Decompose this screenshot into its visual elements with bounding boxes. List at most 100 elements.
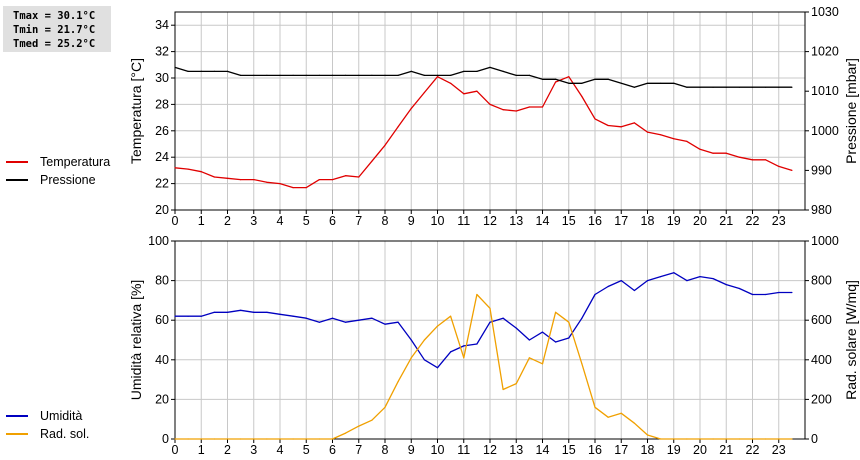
bottom-series-rad-sol-point-8 — [279, 438, 281, 440]
bottom-series-rad-sol-point-44 — [751, 438, 754, 440]
bottom-ytick-label-right-1: 200 — [811, 392, 832, 406]
top-ytick-label-right-3: 1010 — [811, 84, 839, 98]
bottom-series-rad-sol-point-21 — [450, 315, 452, 317]
bottom-series-rad-sol-point-3 — [213, 438, 215, 440]
bottom-series-umidit-point-29 — [555, 341, 557, 343]
bottom-series-umidit-point-24 — [489, 321, 491, 323]
bottom-xtick-label-3: 3 — [250, 443, 257, 457]
top-xtick-label-10: 10 — [431, 214, 445, 228]
top-series-temperatura-point-34 — [620, 126, 622, 128]
bottom-xtick-label-22: 22 — [746, 443, 760, 457]
legend-swatch-temperatura — [6, 161, 28, 163]
top-series-temperatura-point-21 — [450, 82, 452, 84]
tmax-label: Tmax = 30.1°C — [13, 10, 96, 22]
bottom-series-umidit-point-22 — [463, 345, 465, 347]
top-xtick-label-22: 22 — [746, 214, 760, 228]
bottom-series-umidit-point-5 — [240, 309, 242, 311]
bottom-xtick-label-18: 18 — [641, 443, 655, 457]
top-series-temperatura-point-5 — [240, 179, 242, 181]
top-series-temperatura-point-28 — [541, 106, 544, 108]
bottom-series-rad-sol-point-43 — [738, 438, 741, 440]
top-series-pressione-point-2 — [200, 70, 202, 72]
top-xtick-label-13: 13 — [509, 214, 523, 228]
bottom-xtick-label-17: 17 — [614, 443, 628, 457]
top-series-pressione-point-45 — [765, 86, 767, 88]
bottom-xtick-label-6: 6 — [329, 443, 336, 457]
top-ytick-label-left-7: 34 — [155, 18, 169, 32]
top-series-temperatura-point-9 — [292, 187, 294, 189]
top-series-pressione-point-8 — [279, 74, 281, 76]
bottom-xtick-label-16: 16 — [588, 443, 602, 457]
bottom-series-umidit-point-46 — [778, 291, 780, 294]
bottom-plot-frame — [174, 240, 806, 440]
bottom-series-rad-sol-point-47 — [791, 438, 793, 440]
top-series-pressione-point-9 — [292, 74, 294, 76]
top-ytick-label-left-3: 26 — [155, 124, 169, 138]
bottom-series-umidit-point-41 — [712, 278, 714, 280]
top-ytick-label-right-5: 1030 — [811, 5, 839, 19]
top-ytick-label-left-6: 32 — [155, 45, 169, 59]
top-xtick-label-9: 9 — [408, 214, 415, 228]
legend-label-temperatura: Temperatura — [40, 155, 111, 169]
top-xtick-label-11: 11 — [457, 214, 470, 228]
top-xtick-label-5: 5 — [303, 214, 310, 228]
bottom-series-rad-sol-point-35 — [633, 422, 636, 424]
bottom-xtick-label-14: 14 — [536, 443, 550, 457]
top-series-temperatura-line — [174, 76, 793, 189]
top-series-temperatura-point-18 — [410, 107, 412, 109]
bottom-xtick-label-13: 13 — [509, 443, 523, 457]
top-series-temperatura-point-38 — [673, 138, 675, 140]
top-series-pressione-point-4 — [226, 70, 229, 72]
top-series-pressione-line — [174, 66, 792, 88]
top-ytick-label-left-5: 30 — [155, 71, 169, 85]
bottom-xtick-label-2: 2 — [224, 443, 231, 457]
legend-swatch-pressione — [6, 179, 28, 181]
bottom-series-rad-sol-point-13 — [345, 432, 347, 434]
bottom-series-umidit-point-21 — [450, 351, 452, 353]
bottom-ytick-label-left-0: 0 — [162, 432, 169, 446]
bottom-ytick-label-right-3: 600 — [811, 313, 832, 327]
legend-label-pressione: Pressione — [40, 173, 96, 187]
top-series-temperatura-point-11 — [318, 179, 320, 181]
bottom-series-umidit-point-27 — [528, 339, 531, 341]
bottom-series-rad-sol-point-4 — [226, 438, 229, 440]
top-series-pressione-point-44 — [751, 86, 754, 88]
bottom-series-rad-sol-point-38 — [673, 438, 675, 440]
top-series-pressione-point-20 — [436, 74, 439, 76]
bottom-series-rad-sol-point-24 — [489, 307, 491, 309]
top-series-temperatura-point-23 — [476, 90, 478, 92]
bottom-series-umidit-point-6 — [253, 311, 255, 313]
legend-swatch-rad-sol — [6, 433, 28, 435]
bottom-xtick-label-21: 21 — [719, 443, 733, 457]
bottom-series-umidit-point-20 — [436, 367, 439, 369]
top-series-temperatura-point-47 — [791, 169, 793, 171]
top-ylabel-left: Temperatura [°C] — [128, 58, 144, 164]
bottom-series-umidit-point-38 — [673, 272, 675, 274]
top-series-temperatura-point-26 — [515, 110, 517, 112]
top-series-temperatura-point-10 — [305, 187, 307, 189]
top-series-temperatura-point-35 — [633, 122, 636, 124]
bottom-ytick-label-left-2: 40 — [155, 353, 169, 367]
top-series-pressione-point-22 — [463, 70, 465, 72]
bottom-series-umidit-point-23 — [476, 343, 478, 345]
bottom-series-umidit-point-37 — [660, 276, 662, 278]
bottom-series-rad-sol-point-25 — [502, 388, 504, 391]
top-series-pressione-point-5 — [240, 74, 242, 76]
bottom-series-umidit-line — [175, 272, 792, 369]
bottom-series-rad-sol-point-11 — [318, 438, 320, 440]
top-series-pressione-point-43 — [738, 86, 741, 88]
bottom-series-rad-sol-point-0 — [174, 438, 176, 440]
bottom-xtick-label-0: 0 — [172, 443, 179, 457]
bottom-series-rad-sol-point-27 — [528, 357, 531, 359]
top-series-temperatura-point-44 — [751, 159, 754, 161]
bottom-series-umidit-point-16 — [384, 323, 386, 325]
top-series-pressione-point-31 — [581, 82, 583, 84]
bottom-series-umidit-point-4 — [226, 311, 229, 313]
tmin-label: Tmin = 21.7°C — [13, 24, 96, 36]
bottom-series-rad-sol-point-16 — [384, 406, 386, 408]
legend-item-temperatura: Temperatura — [6, 153, 110, 171]
top-series-pressione-point-1 — [187, 70, 189, 72]
bottom-series-rad-sol-point-40 — [699, 438, 701, 440]
bottom-series-umidit-point-10 — [305, 317, 307, 319]
bottom-series-umidit-point-2 — [200, 315, 202, 317]
